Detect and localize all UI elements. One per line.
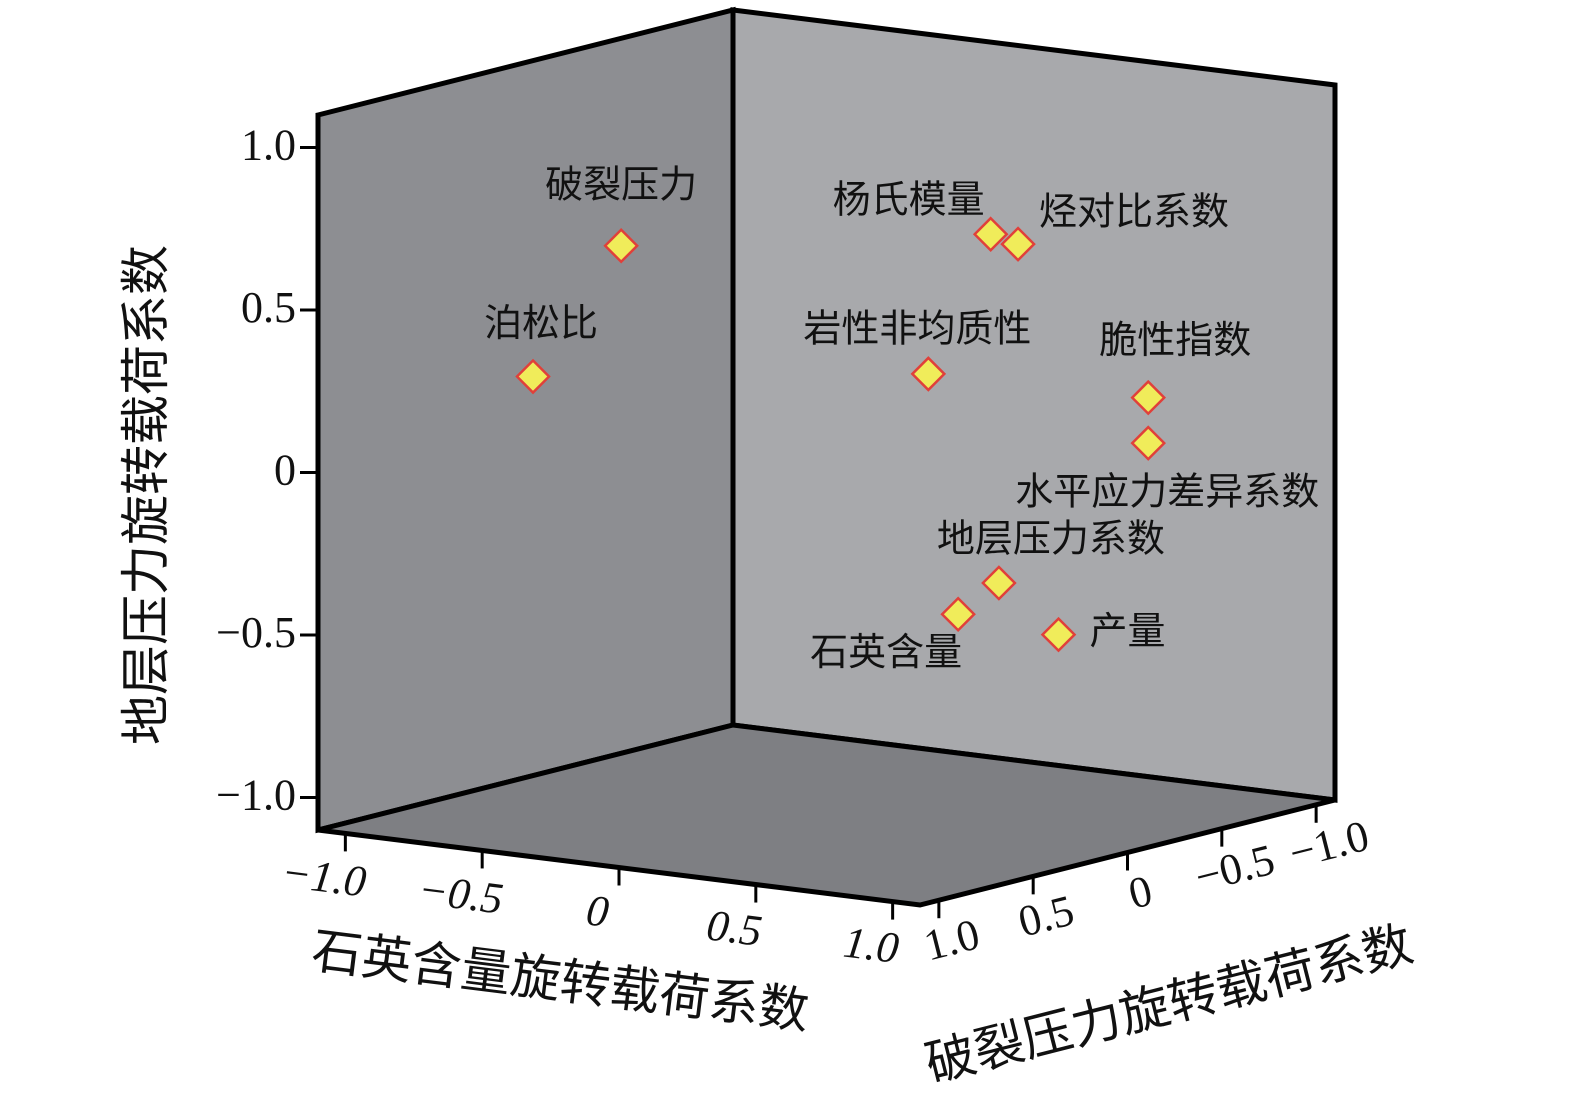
x-tick-label: 0.5: [704, 900, 765, 955]
point-label: 岩性非均质性: [803, 306, 1031, 350]
x-tick-label: 0: [584, 885, 612, 936]
x-tick-label: −0.5: [416, 865, 506, 924]
y-tick-label: −0.5: [216, 608, 296, 657]
point-label: 水平应力差异系数: [1015, 470, 1319, 514]
point-label: 产量: [1090, 609, 1166, 653]
x-tick-label: −1.0: [279, 847, 369, 906]
y-tick-label: 1.0: [241, 121, 296, 170]
point: [1130, 425, 1166, 461]
y-tick-label: −1.0: [216, 771, 296, 820]
point: [910, 356, 947, 392]
point: [1040, 616, 1077, 653]
point: [981, 565, 1017, 601]
z-tick-label: 1.0: [919, 909, 984, 970]
point: [1130, 379, 1166, 416]
point: [603, 228, 639, 264]
z-tick-label: 0.5: [1013, 886, 1078, 947]
back-wall: [730, 7, 1338, 803]
point-label: 泊松比: [484, 301, 598, 345]
z-tick-label: −0.5: [1190, 835, 1279, 902]
point-label: 烃对比系数: [1039, 190, 1229, 234]
y-axis-title: 地层压力旋转载荷系数: [117, 245, 175, 745]
point-label: 地层压力系数: [937, 516, 1165, 560]
z-axis-title: 破裂压力旋转载荷系数: [920, 915, 1419, 1094]
floor: [317, 722, 1336, 908]
y-tick-label: 0.5: [241, 283, 296, 332]
z-tick-label: 0: [1124, 866, 1157, 919]
point-label: 杨氏模量: [833, 178, 985, 222]
point: [940, 596, 976, 633]
y-tick-label: 0: [274, 446, 296, 495]
point-label: 石英含量: [810, 630, 962, 674]
left-wall: [315, 6, 736, 834]
point-label: 脆性指数: [1099, 318, 1251, 362]
point: [1000, 226, 1036, 262]
point: [972, 216, 1009, 252]
point: [515, 358, 551, 395]
point-label: 破裂压力: [545, 162, 697, 206]
x-tick-label: 1.0: [841, 918, 902, 973]
z-tick-label: −1.0: [1284, 811, 1373, 878]
